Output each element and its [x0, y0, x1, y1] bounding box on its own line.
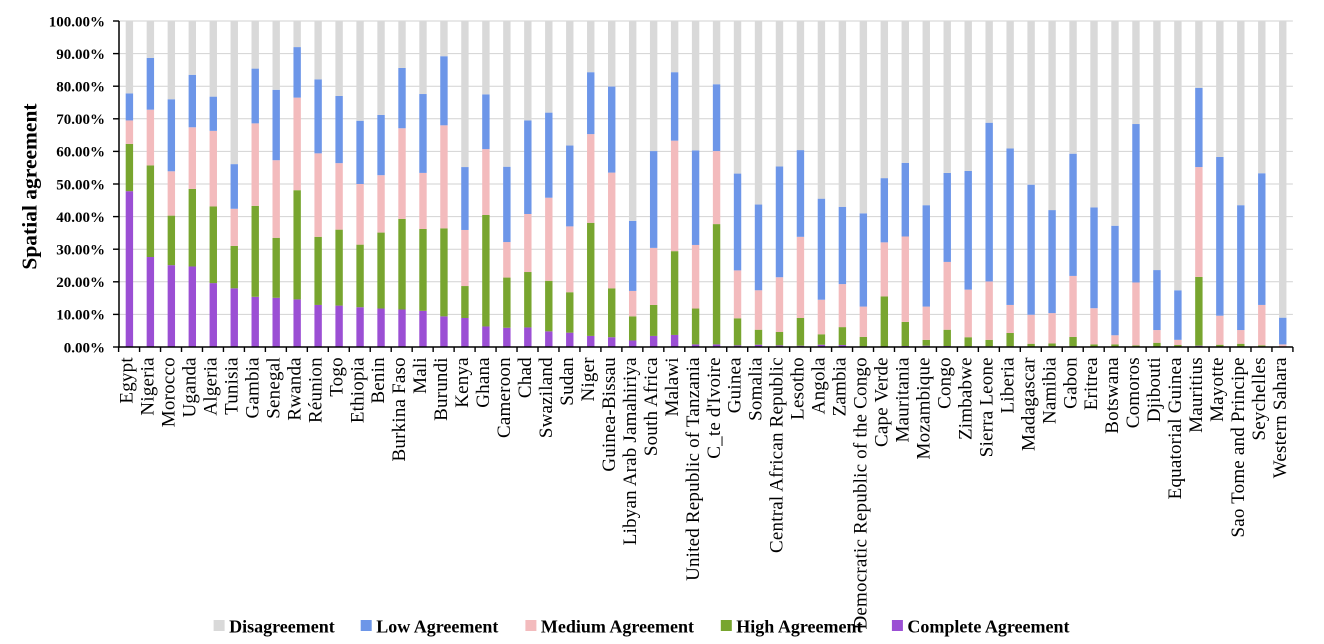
svg-text:Zambia: Zambia — [830, 357, 851, 417]
svg-text:Disagreement: Disagreement — [229, 617, 335, 637]
svg-text:0.00%: 0.00% — [64, 340, 105, 356]
svg-text:Angola: Angola — [809, 357, 830, 415]
svg-text:High Agreement: High Agreement — [736, 617, 862, 637]
svg-text:Western Sahara: Western Sahara — [1270, 357, 1291, 478]
svg-text:Rwanda: Rwanda — [284, 357, 305, 421]
svg-text:60.00%: 60.00% — [56, 145, 105, 161]
svg-text:Complete Agreement: Complete Agreement — [907, 617, 1069, 637]
svg-text:Sudan: Sudan — [557, 357, 578, 406]
svg-text:Central African Republic: Central African Republic — [767, 357, 788, 553]
svg-text:Ghana: Ghana — [473, 357, 494, 408]
svg-text:Cameroon: Cameroon — [494, 357, 515, 438]
svg-text:Mozambique: Mozambique — [913, 357, 934, 459]
svg-text:20.00%: 20.00% — [56, 275, 105, 291]
svg-text:Botswana: Botswana — [1102, 357, 1123, 434]
svg-text:Democratic Republic of the Con: Democratic Republic of the Congo — [851, 357, 872, 629]
svg-text:Niger: Niger — [578, 357, 599, 402]
svg-text:Mali: Mali — [410, 357, 431, 394]
svg-text:Réunion: Réunion — [305, 357, 326, 423]
svg-text:Seychelles: Seychelles — [1249, 357, 1270, 440]
svg-text:Libyan Arab Jamahiriya: Libyan Arab Jamahiriya — [620, 357, 641, 545]
svg-text:Tunisia: Tunisia — [221, 357, 242, 415]
svg-text:30.00%: 30.00% — [56, 243, 105, 259]
svg-text:Uganda: Uganda — [180, 357, 201, 418]
svg-text:Mayotte: Mayotte — [1207, 357, 1228, 422]
svg-text:10.00%: 10.00% — [56, 308, 105, 324]
svg-text:Comoros: Comoros — [1123, 357, 1144, 428]
svg-text:90.00%: 90.00% — [56, 47, 105, 63]
svg-text:Cape Verde: Cape Verde — [872, 357, 893, 447]
svg-text:50.00%: 50.00% — [56, 177, 105, 193]
svg-text:Spatial agreement: Spatial agreement — [18, 103, 42, 270]
svg-text:Madagascar: Madagascar — [1018, 357, 1039, 451]
svg-text:Chad: Chad — [515, 357, 536, 398]
svg-text:United Republic of Tanzania: United Republic of Tanzania — [683, 357, 704, 581]
svg-text:Ethiopia: Ethiopia — [347, 357, 368, 423]
svg-text:100.00%: 100.00% — [49, 14, 105, 30]
svg-text:Benin: Benin — [368, 357, 389, 404]
svg-text:Lesotho: Lesotho — [788, 357, 809, 420]
svg-text:70.00%: 70.00% — [56, 112, 105, 128]
svg-text:C_te d'Ivoire: C_te d'Ivoire — [704, 357, 725, 459]
svg-text:Morocco: Morocco — [159, 357, 180, 427]
svg-text:Mauritania: Mauritania — [892, 357, 913, 443]
svg-text:80.00%: 80.00% — [56, 80, 105, 96]
svg-text:Liberia: Liberia — [997, 357, 1018, 414]
svg-text:Namibia: Namibia — [1039, 357, 1060, 424]
svg-text:Zimbabwe: Zimbabwe — [955, 357, 976, 440]
svg-text:South Africa: South Africa — [641, 357, 662, 456]
svg-text:Sao Tome and Principe: Sao Tome and Principe — [1228, 357, 1249, 537]
svg-text:Nigeria: Nigeria — [138, 357, 159, 416]
svg-text:Togo: Togo — [326, 357, 347, 397]
svg-text:40.00%: 40.00% — [56, 210, 105, 226]
svg-text:Kenya: Kenya — [452, 357, 473, 408]
svg-text:Mauritius: Mauritius — [1186, 357, 1207, 433]
svg-text:Low Agreement: Low Agreement — [376, 617, 498, 637]
svg-text:Egypt: Egypt — [117, 357, 138, 404]
svg-text:Burkina Faso: Burkina Faso — [389, 357, 410, 461]
svg-text:Eritrea: Eritrea — [1081, 357, 1102, 410]
svg-text:Sierra Leone: Sierra Leone — [976, 357, 997, 457]
svg-text:Malawi: Malawi — [662, 357, 683, 416]
svg-text:Gambia: Gambia — [242, 357, 263, 419]
svg-text:Medium Agreement: Medium Agreement — [541, 617, 694, 637]
svg-text:Guinea: Guinea — [725, 357, 746, 413]
svg-text:Equatorial Guinea: Equatorial Guinea — [1165, 357, 1186, 500]
svg-text:Guinea-Bissau: Guinea-Bissau — [599, 357, 620, 472]
svg-text:Somalia: Somalia — [746, 357, 767, 421]
svg-text:Djibouti: Djibouti — [1144, 357, 1165, 422]
svg-text:Burundi: Burundi — [431, 357, 452, 421]
svg-text:Congo: Congo — [934, 357, 955, 409]
svg-text:Gabon: Gabon — [1060, 357, 1081, 409]
svg-text:Swaziland: Swaziland — [536, 357, 557, 438]
svg-text:Algeria: Algeria — [200, 357, 221, 416]
svg-text:Senegal: Senegal — [263, 357, 284, 419]
